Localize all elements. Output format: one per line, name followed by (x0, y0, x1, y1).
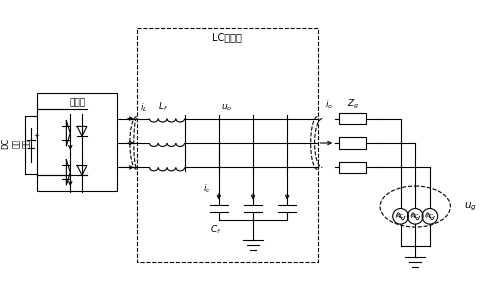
Text: $C_f$: $C_f$ (210, 223, 222, 236)
Text: AC: AC (396, 214, 405, 219)
Text: $L_f$: $L_f$ (158, 100, 168, 113)
Text: +: + (33, 133, 39, 139)
Text: $u_o$: $u_o$ (221, 102, 232, 113)
Text: $i_L$: $i_L$ (139, 101, 147, 114)
Text: $u_g$: $u_g$ (464, 200, 477, 213)
Bar (339, 137, 366, 149)
Bar (339, 113, 366, 125)
Text: AC: AC (426, 214, 434, 219)
Bar (339, 162, 366, 173)
Text: DC
直流
电源: DC 直流 电源 (1, 137, 32, 149)
Text: 逆变器: 逆变器 (69, 98, 85, 107)
Text: AC: AC (411, 214, 419, 219)
Text: LC滤波器: LC滤波器 (212, 32, 242, 42)
Bar (137, 28, 317, 262)
Text: $i_o$: $i_o$ (325, 98, 333, 111)
Bar (37, 93, 117, 191)
Text: $i_c$: $i_c$ (203, 183, 211, 195)
Text: $Z_g$: $Z_g$ (347, 98, 359, 111)
